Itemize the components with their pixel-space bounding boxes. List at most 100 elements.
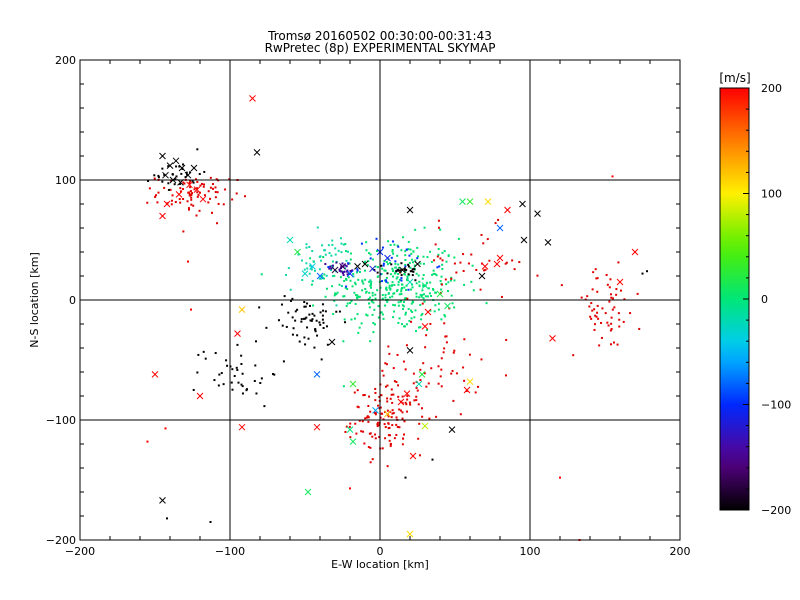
data-point [400,249,403,252]
data-point [361,279,364,282]
data-point [468,353,471,356]
data-point [210,211,213,214]
data-point [391,267,394,270]
data-point [397,321,400,324]
data-point [400,277,403,280]
data-point [356,268,359,271]
data-point [230,381,233,384]
data-point [186,200,189,203]
data-point [381,412,384,415]
data-point [360,242,363,245]
data-point [615,288,618,291]
data-point [413,268,416,271]
data-point [596,277,599,280]
data-point [424,295,427,298]
data-point [323,249,326,252]
data-point [362,394,365,397]
data-point [390,284,393,287]
data-point-cross [186,181,193,189]
data-point [347,272,350,275]
y-tick-label: 0 [69,294,76,307]
data-point-cross [253,149,261,156]
data-point-cross [409,452,417,460]
data-point [220,372,223,375]
data-point [385,261,388,264]
data-point [335,293,338,296]
data-point-cross [397,398,405,406]
data-point [477,385,480,388]
data-point [412,382,415,385]
data-point [371,294,374,297]
data-point [281,324,284,327]
data-point [401,411,404,414]
data-point [641,272,644,275]
data-point [407,308,410,311]
data-point [459,261,462,264]
data-point [306,326,309,329]
data-point [182,181,185,184]
data-point [623,298,626,301]
data-point [392,252,395,255]
data-point [392,412,395,415]
data-point [368,302,371,305]
data-point [409,403,412,406]
data-point [187,260,189,263]
data-point [455,372,458,375]
data-point [188,193,191,196]
data-point [414,309,417,312]
data-point [171,173,174,176]
data-point [395,289,398,292]
data-point [411,261,414,264]
data-point [441,259,444,262]
data-point [380,311,383,314]
data-point [345,425,348,428]
data-point [265,326,268,329]
data-point [422,297,425,300]
data-point-cross [504,206,511,214]
data-point [364,260,367,263]
data-point [272,373,275,376]
data-point [447,281,450,284]
data-point [616,343,619,346]
data-point [444,335,447,338]
data-point [194,178,197,181]
data-point [606,283,609,286]
data-point [402,236,405,239]
data-point [610,328,613,331]
data-point [374,265,377,268]
data-point [385,363,388,366]
data-point [382,262,385,265]
data-point [445,283,448,286]
data-point [344,264,347,267]
data-point [211,187,214,190]
data-point [369,296,372,299]
data-point [442,351,445,354]
data-point [504,262,507,265]
data-point [397,301,400,304]
data-point [440,368,443,371]
data-point [619,289,622,292]
data-point [179,183,182,186]
data-point [403,325,406,328]
data-point [402,301,405,304]
data-point [354,422,357,425]
data-point [390,416,393,419]
data-point [618,318,621,321]
data-point [403,273,406,276]
colorbar-tick-label: −100 [761,399,791,412]
data-point [171,194,174,197]
data-point [325,287,328,290]
data-point [435,415,438,418]
data-point [394,260,397,263]
data-point [169,188,172,191]
data-point [357,278,360,281]
data-point [338,310,341,313]
data-point [369,410,372,413]
data-point [438,265,441,268]
data-point [428,292,431,295]
data-point [330,264,333,267]
data-point [419,262,422,265]
data-point [500,295,503,298]
data-point [415,272,418,275]
data-point [370,280,373,283]
